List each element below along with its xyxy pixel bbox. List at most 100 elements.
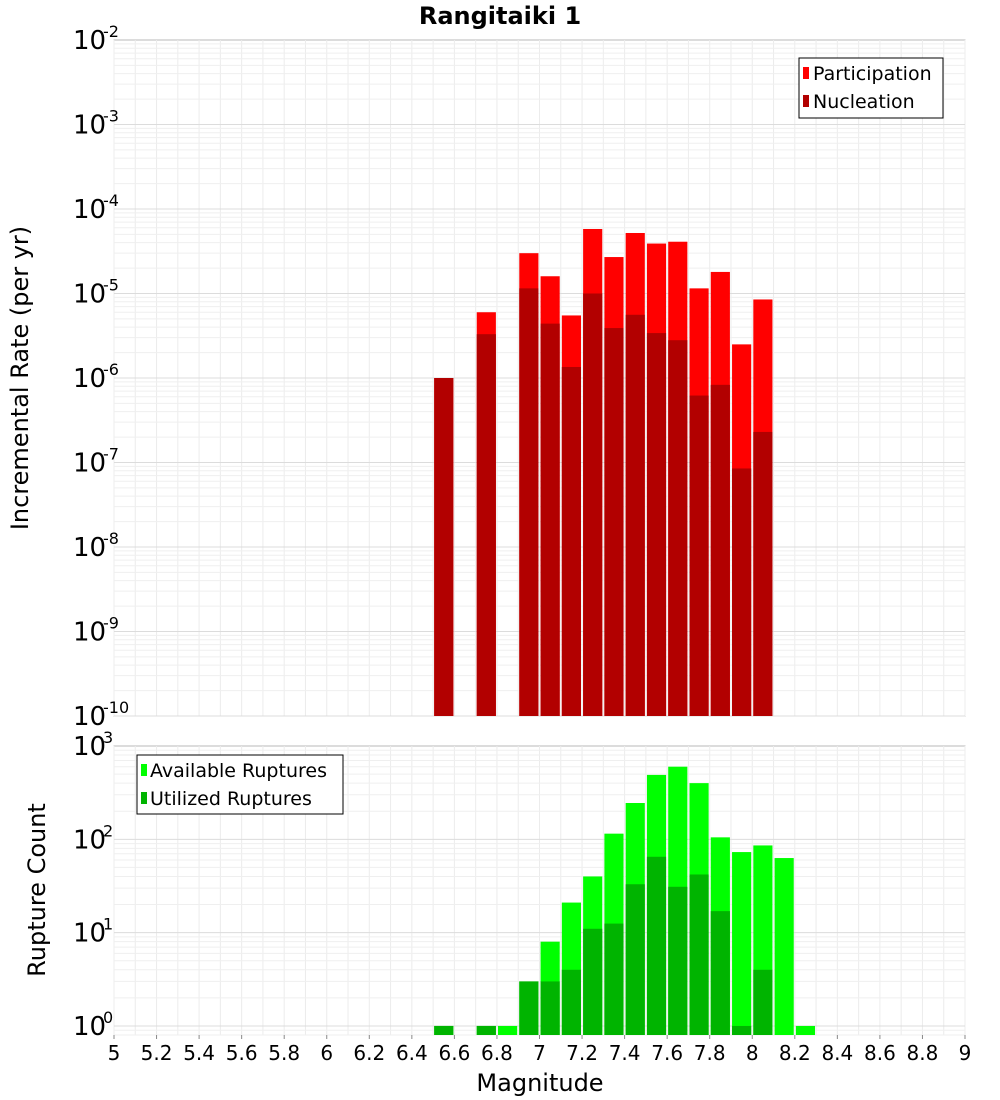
bar-nucleation: [519, 288, 539, 716]
x-axis-label: Magnitude: [476, 1069, 603, 1097]
y-tick-label-base: 10: [73, 702, 106, 732]
bar-utilized: [689, 874, 709, 1035]
bar-available: [774, 858, 794, 1035]
y-tick-label-base: 10: [73, 111, 106, 141]
bar-utilized: [583, 928, 603, 1035]
x-tick-label: 9: [959, 1041, 972, 1065]
bar-utilized: [668, 886, 688, 1035]
bar-nucleation: [434, 378, 454, 716]
bar-nucleation: [646, 333, 667, 716]
y-tick-label-exponent: 2: [103, 821, 113, 840]
bar-nucleation: [561, 366, 581, 716]
y-tick-label-exponent: -3: [103, 107, 119, 126]
y-tick-label-exponent: -9: [103, 614, 119, 633]
legend-label-utilized: Utilized Ruptures: [150, 788, 312, 810]
legend-swatch-participation: [803, 67, 809, 79]
top-y-axis-label: Incremental Rate (per yr): [6, 226, 34, 530]
y-tick-label-exponent: -10: [103, 698, 129, 717]
y-tick-label-base: 10: [73, 449, 106, 479]
y-tick-label-exponent: -4: [103, 191, 119, 210]
x-tick-label: 5.2: [141, 1041, 173, 1065]
bar-utilized: [604, 923, 624, 1035]
x-tick-label: 7.8: [694, 1041, 726, 1065]
y-tick-label-base: 10: [73, 533, 106, 563]
bar-nucleation: [625, 314, 645, 716]
bottom-bars: [434, 766, 816, 1035]
y-tick-label-base: 10: [73, 919, 106, 949]
bar-utilized: [561, 969, 581, 1035]
bar-nucleation: [668, 340, 688, 716]
bar-nucleation: [604, 328, 624, 716]
bar-nucleation: [540, 323, 560, 716]
y-tick-label-exponent: -6: [103, 360, 119, 379]
top-legend: Participation Nucleation: [798, 57, 944, 119]
bar-utilized: [434, 1025, 454, 1035]
x-tick-label: 6.8: [481, 1041, 513, 1065]
bar-available: [732, 852, 752, 1035]
chart-title: Rangitaiki 1: [419, 2, 581, 30]
y-tick-label-base: 10: [73, 26, 106, 56]
x-tick-label: 7.4: [609, 1041, 641, 1065]
top-legend-box: [798, 57, 944, 119]
bar-nucleation: [476, 334, 496, 716]
x-tick-label: 6: [320, 1041, 333, 1065]
bar-utilized: [519, 981, 539, 1035]
y-tick-label-exponent: 1: [103, 915, 113, 934]
legend-label-nucleation: Nucleation: [813, 91, 915, 113]
top-gridlines: [113, 40, 966, 717]
y-tick-label-exponent: 0: [103, 1008, 113, 1027]
x-tick-label: 8.2: [779, 1041, 811, 1065]
bar-available: [498, 1025, 518, 1035]
bar-nucleation: [732, 468, 752, 716]
bar-utilized: [476, 1025, 496, 1035]
x-tick-label: 7: [533, 1041, 546, 1065]
y-tick-label-exponent: 3: [103, 728, 113, 747]
y-tick-label-base: 10: [73, 1012, 106, 1042]
bar-nucleation: [753, 431, 773, 716]
bottom-y-axis-label: Rupture Count: [23, 803, 51, 977]
bar-utilized: [540, 981, 560, 1035]
x-tick-label: 6.4: [396, 1041, 428, 1065]
top-bars: [434, 228, 773, 716]
y-tick-label-exponent: -7: [103, 445, 119, 464]
legend-label-available: Available Ruptures: [150, 760, 327, 782]
x-tick-label: 6.2: [353, 1041, 385, 1065]
y-tick-label-base: 10: [73, 195, 106, 225]
legend-swatch-nucleation: [803, 95, 809, 107]
x-tick-label: 8: [746, 1041, 759, 1065]
y-tick-label-base: 10: [73, 825, 106, 855]
y-tick-label-base: 10: [73, 364, 106, 394]
legend-swatch-available: [141, 764, 147, 776]
x-tick-labels: 5 5.2 5.4 5.6 5.8 6 6.2 6.4 6.6 6.8 7 7.2 7.4 7.6 7.8 8…: [108, 1035, 972, 1065]
x-tick-label: 6.6: [438, 1041, 470, 1065]
bar-utilized: [732, 1025, 752, 1035]
bar-utilized: [646, 856, 667, 1035]
bar-nucleation: [583, 293, 603, 716]
y-tick-label-exponent: -8: [103, 529, 119, 548]
x-tick-label: 5: [108, 1041, 121, 1065]
x-tick-label: 5.8: [268, 1041, 300, 1065]
bar-utilized: [710, 911, 730, 1035]
y-tick-label-base: 10: [73, 732, 106, 762]
bar-available: [795, 1025, 816, 1035]
legend-label-participation: Participation: [813, 63, 932, 85]
bar-nucleation: [689, 395, 709, 716]
x-tick-label: 7.2: [566, 1041, 598, 1065]
x-tick-label: 8.6: [864, 1041, 896, 1065]
bottom-legend-box: [136, 754, 344, 815]
x-tick-label: 5.6: [226, 1041, 258, 1065]
y-tick-label-exponent: -2: [103, 22, 119, 41]
x-tick-label: 8.8: [907, 1041, 939, 1065]
legend-swatch-utilized: [141, 792, 147, 804]
bottom-legend: Available Ruptures Utilized Ruptures: [136, 754, 344, 815]
bar-utilized: [753, 969, 773, 1035]
x-tick-label: 7.6: [651, 1041, 683, 1065]
y-tick-label-base: 10: [73, 618, 106, 648]
x-tick-label: 5.4: [183, 1041, 215, 1065]
y-tick-label-exponent: -5: [103, 276, 119, 295]
x-tick-label: 8.4: [821, 1041, 853, 1065]
bar-nucleation: [710, 384, 730, 716]
